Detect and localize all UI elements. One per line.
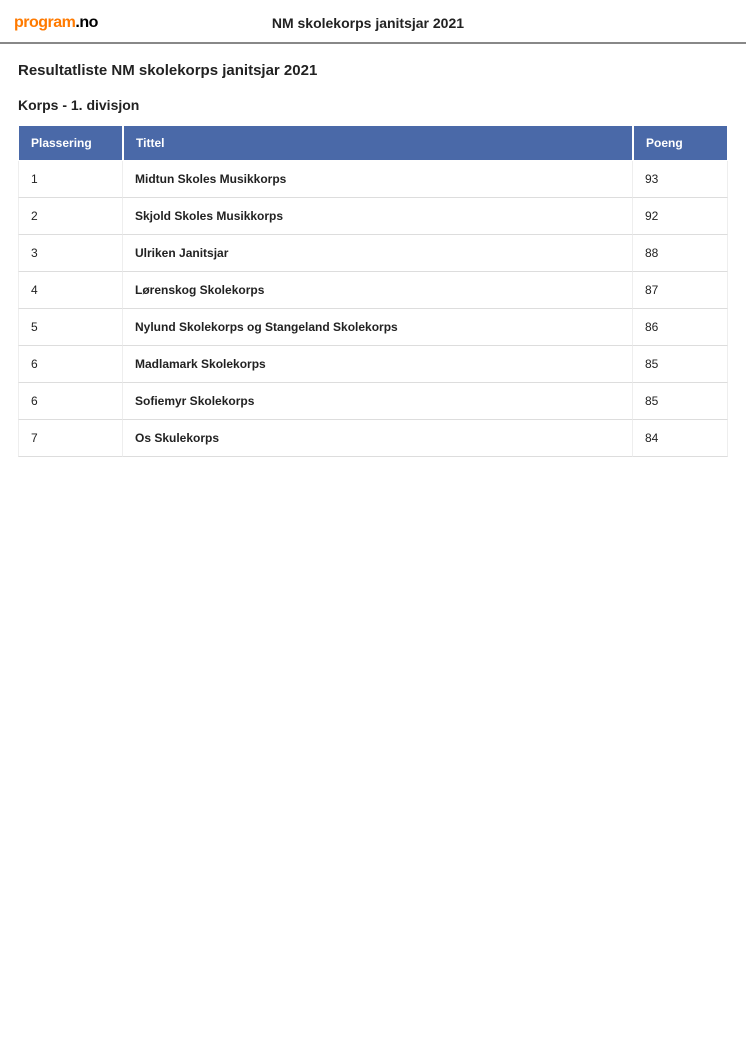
col-placement: Plassering [18, 125, 123, 161]
results-table: Plassering Tittel Poeng 1Midtun Skoles M… [18, 125, 728, 457]
table-row: 1Midtun Skoles Musikkorps93 [18, 161, 728, 198]
content: Resultatliste NM skolekorps janitsjar 20… [0, 44, 746, 475]
cell-placement: 1 [18, 161, 123, 198]
cell-placement: 4 [18, 272, 123, 309]
table-header-row: Plassering Tittel Poeng [18, 125, 728, 161]
col-title: Tittel [123, 125, 633, 161]
page-title: Resultatliste NM skolekorps janitsjar 20… [18, 62, 728, 79]
table-row: 6Madlamark Skolekorps85 [18, 346, 728, 383]
cell-title: Madlamark Skolekorps [123, 346, 633, 383]
cell-title: Nylund Skolekorps og Stangeland Skolekor… [123, 309, 633, 346]
cell-points: 84 [633, 420, 728, 457]
subtitle: Korps - 1. divisjon [18, 97, 728, 113]
cell-title: Ulriken Janitsjar [123, 235, 633, 272]
cell-placement: 6 [18, 346, 123, 383]
page-header: program.no NM skolekorps janitsjar 2021 [0, 0, 746, 44]
cell-placement: 2 [18, 198, 123, 235]
cell-placement: 7 [18, 420, 123, 457]
cell-points: 92 [633, 198, 728, 235]
cell-placement: 3 [18, 235, 123, 272]
header-title: NM skolekorps janitsjar 2021 [98, 15, 728, 31]
cell-title: Os Skulekorps [123, 420, 633, 457]
col-points: Poeng [633, 125, 728, 161]
table-row: 3Ulriken Janitsjar88 [18, 235, 728, 272]
cell-points: 85 [633, 383, 728, 420]
cell-placement: 5 [18, 309, 123, 346]
cell-points: 88 [633, 235, 728, 272]
cell-points: 93 [633, 161, 728, 198]
cell-title: Lørenskog Skolekorps [123, 272, 633, 309]
table-row: 7Os Skulekorps84 [18, 420, 728, 457]
cell-points: 87 [633, 272, 728, 309]
cell-title: Skjold Skoles Musikkorps [123, 198, 633, 235]
table-row: 6Sofiemyr Skolekorps85 [18, 383, 728, 420]
table-body: 1Midtun Skoles Musikkorps932Skjold Skole… [18, 161, 728, 457]
cell-placement: 6 [18, 383, 123, 420]
table-row: 4Lørenskog Skolekorps87 [18, 272, 728, 309]
logo: program.no [14, 14, 98, 32]
cell-title: Sofiemyr Skolekorps [123, 383, 633, 420]
cell-title: Midtun Skoles Musikkorps [123, 161, 633, 198]
table-row: 5Nylund Skolekorps og Stangeland Skoleko… [18, 309, 728, 346]
logo-part2: .no [75, 14, 98, 31]
table-row: 2Skjold Skoles Musikkorps92 [18, 198, 728, 235]
cell-points: 85 [633, 346, 728, 383]
cell-points: 86 [633, 309, 728, 346]
logo-part1: program [14, 14, 75, 31]
